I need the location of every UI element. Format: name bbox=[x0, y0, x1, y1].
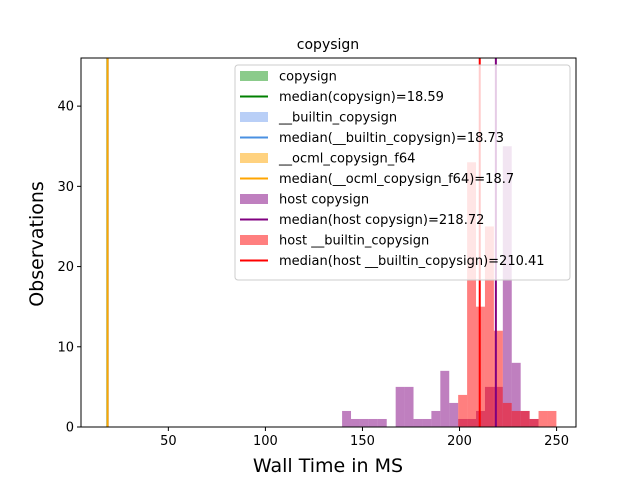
legend-label: copysign bbox=[279, 70, 337, 85]
legend-swatch bbox=[240, 71, 268, 81]
legend-swatch bbox=[240, 194, 268, 204]
histogram-bar bbox=[547, 410, 557, 427]
y-tick-label: 30 bbox=[57, 180, 74, 195]
histogram-bar bbox=[404, 386, 414, 427]
x-tick-label: 200 bbox=[447, 434, 472, 449]
x-tick-label: 150 bbox=[350, 434, 375, 449]
histogram-bar bbox=[368, 418, 378, 427]
histogram-bar bbox=[440, 370, 450, 427]
x-axis: 50 100 150 200 250 bbox=[160, 427, 569, 449]
histogram-bar bbox=[493, 330, 503, 427]
histogram-bar bbox=[359, 418, 369, 427]
legend: copysign median(copysign)=18.59 __builti… bbox=[234, 64, 571, 281]
legend-box bbox=[234, 64, 571, 281]
histogram-bar bbox=[342, 410, 352, 427]
histogram-bar bbox=[520, 410, 530, 427]
legend-label: median(copysign)=18.59 bbox=[279, 90, 444, 105]
histogram-bar bbox=[502, 402, 512, 427]
histogram-bar bbox=[511, 410, 521, 427]
histogram-bar bbox=[351, 418, 360, 427]
histogram-bar bbox=[511, 362, 521, 427]
x-tick-label: 100 bbox=[253, 434, 278, 449]
legend-label: __ocml_copysign_f64 bbox=[278, 152, 415, 167]
histogram-bar bbox=[502, 146, 512, 427]
legend-swatch bbox=[240, 235, 268, 245]
histogram-bar bbox=[422, 418, 432, 427]
y-tick-label: 20 bbox=[57, 260, 74, 275]
chart-title: copysign bbox=[297, 37, 359, 53]
histogram-bar bbox=[538, 410, 548, 427]
legend-label: median(__ocml_copysign_f64)=18.7 bbox=[279, 172, 514, 187]
legend-label: median(host __builtin_copysign)=210.41 bbox=[279, 254, 545, 269]
legend-swatch bbox=[240, 153, 268, 163]
x-tick-label: 50 bbox=[160, 434, 177, 449]
histogram-bar bbox=[529, 418, 539, 427]
x-axis-label: Wall Time in MS bbox=[253, 455, 403, 477]
legend-label: median(__builtin_copysign)=18.73 bbox=[279, 131, 504, 146]
histogram-bar bbox=[458, 394, 468, 427]
histogram-bar bbox=[377, 418, 387, 427]
legend-swatch bbox=[240, 112, 268, 122]
y-tick-label: 0 bbox=[66, 421, 74, 436]
y-tick-label: 40 bbox=[57, 100, 74, 115]
histogram-bar bbox=[395, 386, 405, 427]
histogram-bar bbox=[484, 226, 494, 427]
legend-label: median(host copysign)=218.72 bbox=[279, 213, 484, 228]
y-tick-label: 10 bbox=[57, 340, 74, 355]
legend-label: host __builtin_copysign bbox=[279, 234, 429, 249]
histogram-bar bbox=[431, 410, 441, 427]
x-tick-label: 250 bbox=[544, 434, 569, 449]
histogram-bar bbox=[413, 418, 423, 427]
y-axis-label: Observations bbox=[26, 181, 48, 307]
histogram-bar bbox=[449, 402, 459, 427]
y-axis: 0 10 20 30 40 bbox=[57, 100, 81, 436]
legend-label: host copysign bbox=[279, 193, 369, 208]
legend-label: __builtin_copysign bbox=[278, 111, 397, 126]
histogram-bar bbox=[467, 162, 477, 428]
axes-frame bbox=[80, 57, 577, 428]
